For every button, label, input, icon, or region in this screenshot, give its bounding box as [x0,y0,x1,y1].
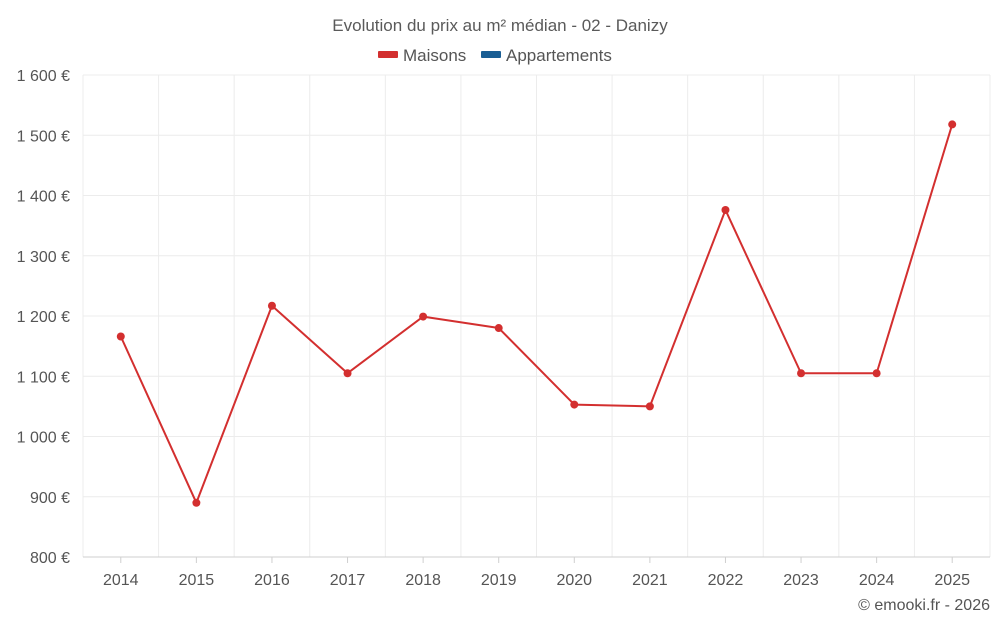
data-point-maisons[interactable] [570,400,579,409]
x-tick-label: 2019 [481,572,517,589]
legend-swatch-appartements [481,51,501,58]
y-tick-label: 900 € [30,490,70,507]
series-line-maisons [119,124,954,504]
y-tick-label: 1 100 € [17,369,70,386]
data-point-maisons[interactable] [645,402,654,411]
data-point-maisons[interactable] [948,120,957,129]
y-tick-label: 1 500 € [17,128,70,145]
y-tick-label: 1 200 € [17,309,70,326]
data-point-maisons[interactable] [721,205,730,214]
x-tick-label: 2020 [556,572,592,589]
x-tick-label: 2023 [783,572,819,589]
x-tick-label: 2024 [859,572,895,589]
y-tick-label: 800 € [30,550,70,567]
x-tick-label: 2025 [934,572,970,589]
data-point-maisons[interactable] [116,332,125,341]
legend: Maisons Appartements [378,46,612,65]
data-point-maisons[interactable] [419,312,428,321]
data-point-maisons[interactable] [494,324,503,333]
y-tick-label: 1 400 € [17,189,70,206]
x-tick-label: 2015 [179,572,215,589]
y-tick-label: 1 600 € [17,68,70,85]
legend-item-appartements[interactable]: Appartements [481,46,612,65]
data-point-maisons[interactable] [343,369,352,378]
y-tick-label: 1 000 € [17,430,70,447]
chart-title: Evolution du prix au m² médian - 02 - Da… [332,16,668,35]
grid [82,74,991,557]
y-tick-label: 1 300 € [17,249,70,266]
x-axis: 2014 2015 2016 2017 2018 2019 2020 2021 2022 2023… [83,556,990,589]
legend-label-maisons: Maisons [403,46,466,65]
data-point-maisons[interactable] [797,369,806,378]
credit-text: © emooki.fr - 2026 [858,597,990,614]
x-tick-label: 2017 [330,572,366,589]
x-tick-label: 2022 [708,572,744,589]
x-tick-label: 2021 [632,572,668,589]
legend-label-appartements: Appartements [506,46,612,65]
data-point-maisons[interactable] [267,301,276,310]
data-point-maisons[interactable] [192,498,201,507]
legend-item-maisons[interactable]: Maisons [378,46,466,65]
series-maisons [116,120,957,507]
x-tick-label: 2018 [405,572,441,589]
legend-swatch-maisons [378,51,398,58]
x-tick-label: 2016 [254,572,290,589]
x-tick-label: 2014 [103,572,139,589]
y-axis: 800 € 900 € 1 000 € 1 100 € 1 200 € 1 300 € 1 … [17,68,70,567]
data-point-maisons[interactable] [872,369,881,378]
